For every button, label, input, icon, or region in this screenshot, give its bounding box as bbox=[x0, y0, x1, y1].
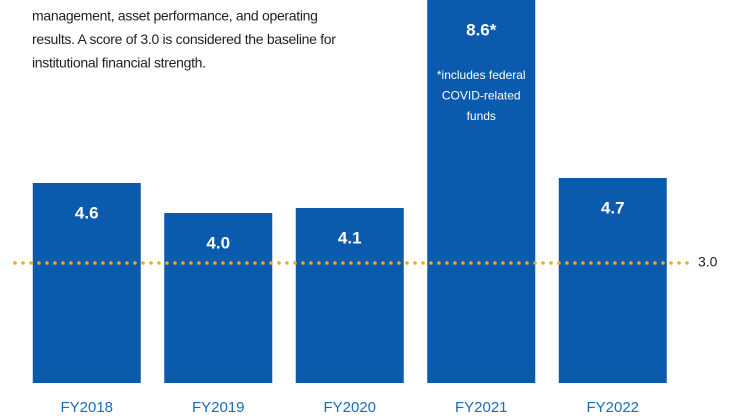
x-tick-label: FY2021 bbox=[455, 399, 508, 416]
bar bbox=[164, 213, 273, 383]
value-label: 4.0 bbox=[206, 233, 230, 252]
intro-text: management, asset performance, and opera… bbox=[32, 8, 318, 24]
annotation: funds bbox=[467, 109, 496, 123]
bar bbox=[295, 208, 404, 383]
bar bbox=[32, 183, 141, 383]
value-label: 4.6 bbox=[75, 203, 99, 222]
value-label: 4.7 bbox=[601, 198, 625, 217]
annotation: COVID-related bbox=[442, 89, 521, 103]
bar bbox=[558, 178, 667, 383]
x-tick-label: FY2018 bbox=[60, 399, 113, 416]
x-tick-label: FY2020 bbox=[323, 399, 376, 416]
x-tick-label: FY2019 bbox=[192, 399, 245, 416]
intro-text: results. A score of 3.0 is considered th… bbox=[32, 31, 336, 47]
reference-label: 3.0 bbox=[698, 254, 718, 270]
value-label: 8.6* bbox=[466, 20, 497, 39]
intro-text: institutional financial strength. bbox=[32, 55, 206, 71]
value-label: 4.1 bbox=[338, 228, 362, 247]
annotation: *includes federal bbox=[437, 68, 526, 82]
x-tick-label: FY2022 bbox=[586, 399, 639, 416]
bar bbox=[427, 0, 536, 383]
